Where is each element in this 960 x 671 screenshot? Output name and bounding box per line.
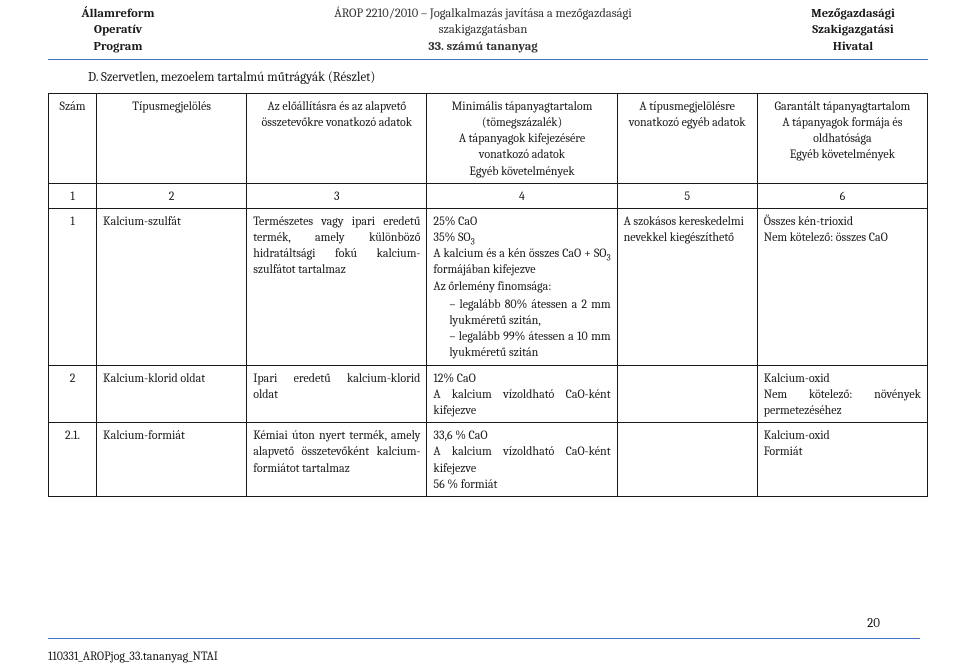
numrow-2: 2	[97, 183, 247, 208]
col-garantalt: Garantált tápanyagtartalom A tápanyagok …	[757, 93, 927, 183]
numrow-6: 6	[757, 183, 927, 208]
min-bullet: legalább 99% átessen a 10 mm lyukméretű …	[449, 328, 610, 360]
min-line: A kalcium vízoldható CaO-ként kifejezve	[433, 443, 610, 475]
header-left-line2: Operatív	[48, 22, 188, 38]
cell-guar: Kalcium-oxid Nem kötelező: növények perm…	[757, 365, 927, 423]
numrow-1: 1	[49, 183, 97, 208]
col-szam: Szám	[49, 93, 97, 183]
min-line: 56 % formiát	[433, 476, 610, 492]
cell-num: 2.1.	[49, 423, 97, 497]
min-line: A kalcium és a kén összes CaO + SO3 form…	[433, 245, 610, 277]
min-bullets: legalább 80% átessen a 2 mm lyukméretű s…	[433, 296, 610, 361]
section-title: D. Szervetlen, mezoelem tartalmú műtrágy…	[88, 70, 928, 85]
min-bullet: legalább 80% átessen a 2 mm lyukméretű s…	[449, 296, 610, 328]
footer-rule	[48, 638, 920, 639]
cell-other	[617, 423, 757, 497]
header-left: Államreform Operatív Program	[48, 6, 188, 55]
header-right-line2: Szakigazgatási	[778, 22, 928, 38]
min-line: A kalcium vízoldható CaO-ként kifejezve	[433, 386, 610, 418]
footer-text: 110331_AROPjog_33.tananyag_NTAI	[48, 649, 218, 663]
min-line: 12% CaO	[433, 370, 610, 386]
cell-other: A szokásos kereskedelmi nevekkel kiegész…	[617, 208, 757, 365]
min-line: Az őrlemény finomsága:	[433, 278, 610, 294]
col-egyeb-adatok: A típusmegjelölésre vonatkozó egyéb adat…	[617, 93, 757, 183]
col-eloallitas: Az előállításra és az alapvető összetevő…	[247, 93, 427, 183]
cell-guar: Kalcium-oxid Formiát	[757, 423, 927, 497]
cell-min: 25% CaO 35% SO3 A kalcium és a kén össze…	[427, 208, 617, 365]
guar-line: Összes kén-trioxid	[764, 213, 921, 229]
page-number: 20	[867, 616, 880, 631]
numrow-5: 5	[617, 183, 757, 208]
cell-prep: Kémiai úton nyert termék, amely alapvető…	[247, 423, 427, 497]
page-header: Államreform Operatív Program ÁROP 2210/2…	[48, 0, 928, 57]
guar-line: Kalcium-oxid	[764, 427, 921, 443]
header-mid-line3: 33. számú tananyag	[196, 39, 770, 55]
cell-prep: Természetes vagy ipari eredetű termék, a…	[247, 208, 427, 365]
cell-prep: Ipari eredetű kalcium-klorid oldat	[247, 365, 427, 423]
min-line: 25% CaO	[433, 213, 610, 229]
table-row: 2 Kalcium-klorid oldat Ipari eredetű kal…	[49, 365, 928, 423]
col-minimalis: Minimális tápanyagtartalom (tömegszázalé…	[427, 93, 617, 183]
cell-other	[617, 365, 757, 423]
table-header-row: Szám Típusmegjelölés Az előállításra és …	[49, 93, 928, 183]
cell-guar: Összes kén-trioxid Nem kötelező: összes …	[757, 208, 927, 365]
min-line: 35% SO3	[433, 229, 610, 245]
cell-min: 12% CaO A kalcium vízoldható CaO-ként ki…	[427, 365, 617, 423]
main-table: Szám Típusmegjelölés Az előállításra és …	[48, 93, 928, 497]
cell-name: Kalcium-formiát	[97, 423, 247, 497]
guar-line: Nem kötelező: összes CaO	[764, 229, 921, 245]
cell-num: 1	[49, 208, 97, 365]
guar-line: Formiát	[764, 443, 921, 459]
table-row: 1 Kalcium-szulfát Természetes vagy ipari…	[49, 208, 928, 365]
header-mid-line1: ÁROP 2210/2010 – Jogalkalmazás javítása …	[196, 6, 770, 22]
table-row: 2.1. Kalcium-formiát Kémiai úton nyert t…	[49, 423, 928, 497]
numrow-4: 4	[427, 183, 617, 208]
header-left-line1: Államreform	[48, 6, 188, 22]
cell-name: Kalcium-klorid oldat	[97, 365, 247, 423]
header-mid-line2: szakigazgatásban	[196, 22, 770, 38]
header-rule	[48, 59, 928, 60]
header-middle: ÁROP 2210/2010 – Jogalkalmazás javítása …	[196, 6, 770, 55]
table-number-row: 1 2 3 4 5 6	[49, 183, 928, 208]
cell-name: Kalcium-szulfát	[97, 208, 247, 365]
guar-line: Nem kötelező: növények permetezéséhez	[764, 386, 921, 418]
header-right-line1: Mezőgazdasági	[778, 6, 928, 22]
cell-min: 33,6 % CaO A kalcium vízoldható CaO-ként…	[427, 423, 617, 497]
guar-line: Kalcium-oxid	[764, 370, 921, 386]
cell-num: 2	[49, 365, 97, 423]
header-right-line3: Hivatal	[778, 39, 928, 55]
col-tipus: Típusmegjelölés	[97, 93, 247, 183]
header-left-line3: Program	[48, 39, 188, 55]
header-right: Mezőgazdasági Szakigazgatási Hivatal	[778, 6, 928, 55]
numrow-3: 3	[247, 183, 427, 208]
min-line: 33,6 % CaO	[433, 427, 610, 443]
